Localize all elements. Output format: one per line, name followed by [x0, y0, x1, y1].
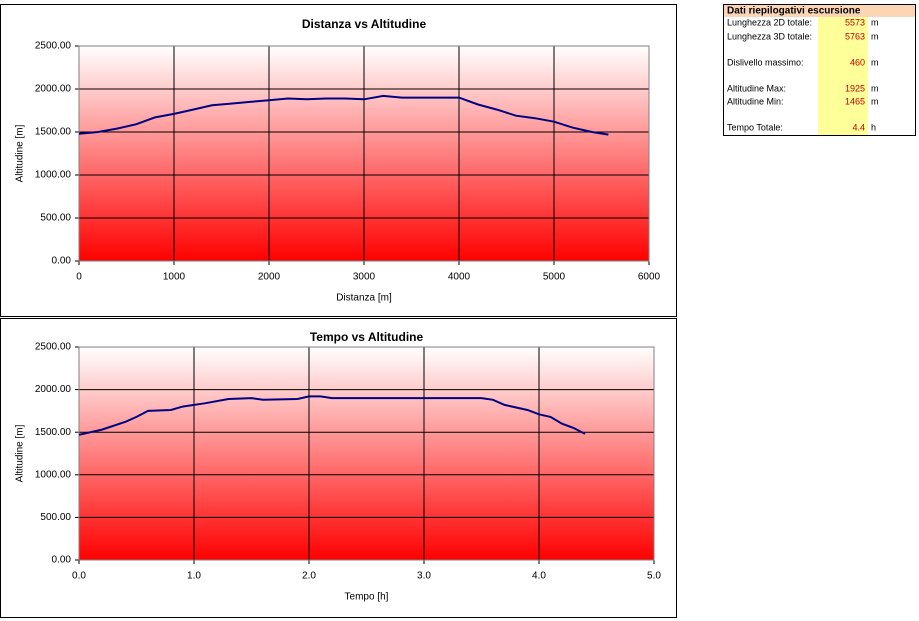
row-unit: h [871, 122, 876, 132]
y-tick-label: 1000.00 [35, 170, 72, 181]
chart-title: Distanza vs Altitudine [302, 17, 427, 31]
table-title: Dati riepilogativi escursione [727, 6, 861, 17]
row-value: 1925 [845, 83, 865, 93]
y-tick-label: 0.00 [52, 256, 72, 267]
x-tick-label: 2000 [258, 272, 281, 283]
data-line [78, 395, 586, 436]
y-tick-label: 500.00 [40, 213, 71, 224]
x-axis-label: Tempo [h] [345, 592, 389, 603]
row-unit: m [871, 57, 879, 67]
y-tick-label: 2000.00 [35, 384, 72, 395]
row-value: 5573 [845, 17, 865, 27]
row-value: 5763 [845, 31, 865, 41]
y-tick-label: 500.00 [40, 512, 71, 523]
y-tick-label: 1500.00 [35, 127, 72, 138]
row-unit: m [871, 17, 879, 27]
x-tick-label: 0 [76, 272, 82, 283]
row-unit: m [871, 31, 879, 41]
x-tick-label: 6000 [638, 272, 661, 283]
plot-area [79, 347, 654, 560]
y-tick-label: 2000.00 [35, 84, 72, 95]
plot-border [78, 45, 650, 262]
row-unit: m [871, 83, 879, 93]
x-tick-label: 0.0 [72, 571, 86, 582]
chart-title: Tempo vs Altitudine [310, 330, 424, 344]
y-tick-label: 1000.00 [35, 469, 72, 480]
data-line [78, 94, 609, 136]
row-label: Altitudine Max: [727, 83, 786, 93]
row-value: 460 [850, 57, 865, 67]
row-value: 4.4 [852, 122, 865, 132]
row-label: Altitudine Min: [727, 96, 784, 106]
row-unit: m [871, 96, 879, 106]
plot-border [78, 346, 655, 561]
x-tick-label: 4.0 [532, 571, 546, 582]
row-label: Tempo Totale: [727, 122, 783, 132]
x-axis-label: Distanza [m] [336, 293, 392, 304]
table-header-bg [724, 5, 915, 17]
x-tick-label: 4000 [448, 272, 471, 283]
x-tick-label: 3.0 [417, 571, 431, 582]
y-tick-label: 2500.00 [35, 342, 72, 353]
x-tick-label: 5.0 [647, 571, 661, 582]
y-tick-label: 1500.00 [35, 427, 72, 438]
value-column-bg [818, 17, 868, 135]
y-tick-label: 2500.00 [35, 41, 72, 52]
y-tick-label: 0.00 [52, 555, 72, 566]
row-label: Lunghezza 2D totale: [727, 17, 812, 27]
summary-table: Dati riepilogativi escursione Lunghezza … [723, 4, 916, 136]
x-tick-label: 3000 [353, 272, 376, 283]
row-label: Lunghezza 3D totale: [727, 31, 812, 41]
x-tick-label: 5000 [543, 272, 566, 283]
x-tick-label: 1.0 [187, 571, 201, 582]
row-label: Dislivello massimo: [727, 57, 804, 67]
y-axis-label: Altitudine [m] [15, 124, 26, 182]
row-value: 1465 [845, 96, 865, 106]
x-tick-label: 1000 [163, 272, 186, 283]
x-tick-label: 2.0 [302, 571, 316, 582]
y-axis-label: Altitudine [m] [15, 424, 26, 482]
